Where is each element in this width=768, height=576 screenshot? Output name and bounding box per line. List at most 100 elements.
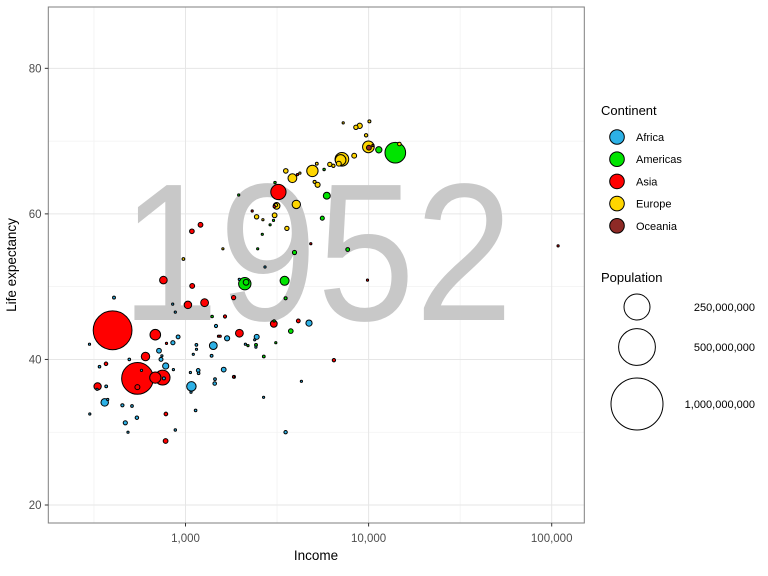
plot-panel-background — [48, 7, 585, 523]
y-tick-label: 80 — [29, 63, 42, 75]
data-point-eritrea — [95, 387, 99, 391]
data-point-hong-kong-china — [272, 204, 276, 209]
data-point-korea-rep- — [183, 300, 193, 310]
data-point-djibouti — [262, 395, 266, 399]
data-point-portugal — [271, 212, 278, 219]
data-point-finland — [331, 163, 336, 168]
data-point-uganda — [158, 356, 164, 362]
data-point-iraq — [295, 318, 301, 324]
data-point-congo-rep- — [243, 342, 247, 346]
data-point-mauritania — [160, 354, 164, 358]
data-point-korea-dem-rep- — [189, 282, 196, 289]
data-point-namibia — [254, 345, 258, 349]
data-point-switzerland — [397, 141, 402, 147]
plot-panel-border — [47, 6, 585, 524]
data-point-jamaica — [268, 223, 272, 227]
data-point-guinea — [130, 404, 134, 408]
data-point-poland — [291, 199, 301, 210]
x-tick-label: 1,000 — [171, 533, 200, 545]
data-points — [87, 119, 560, 444]
data-point-benin — [188, 370, 192, 375]
continent-legend: Africa Americas Asia Europe Oceania — [609, 129, 682, 234]
data-point-taiwan — [197, 221, 204, 228]
data-point-puerto-rico — [273, 180, 277, 185]
data-point-peru — [287, 328, 294, 334]
data-point-bolivia — [261, 354, 266, 359]
axes: 1,000 10,000 100,000 20 40 60 80 — [29, 63, 573, 545]
legend-key-oceania — [609, 218, 625, 234]
data-point-togo — [171, 368, 175, 372]
legend-label-americas: Americas — [636, 154, 682, 166]
data-point-costa-rica — [260, 232, 264, 236]
data-point-belgium — [351, 152, 358, 159]
data-point-gabon — [299, 379, 303, 383]
data-point-syria — [222, 314, 228, 319]
data-point-serbia — [284, 225, 290, 232]
data-point-tunisia — [213, 323, 219, 329]
data-point-ecuador — [283, 296, 288, 301]
data-point-egypt — [208, 341, 218, 350]
data-point-japan — [270, 183, 287, 201]
data-point-mozambique — [122, 420, 128, 426]
data-point-zimbabwe — [112, 295, 116, 300]
y-tick-label: 40 — [29, 354, 42, 366]
data-point-niger — [161, 376, 166, 381]
data-point-afghanistan — [162, 438, 169, 444]
legend-size-label-500000000: 500,000,000 — [694, 342, 755, 354]
data-point-denmark — [363, 133, 369, 138]
data-point-tanzania — [156, 347, 162, 354]
data-point-sao-tome-and-principe — [173, 310, 177, 314]
data-point-slovak-republic — [312, 179, 317, 184]
legend-label-africa: Africa — [636, 132, 665, 144]
data-point-burkina-faso — [134, 415, 140, 420]
data-point-libya — [253, 338, 257, 342]
y-tick-label: 20 — [29, 500, 42, 512]
data-point-jordan — [218, 334, 222, 338]
data-point-paraguay — [237, 193, 241, 197]
legend-label-asia: Asia — [636, 176, 658, 188]
data-point-rwanda — [127, 357, 132, 362]
data-point-algeria — [253, 333, 260, 340]
legend-key-asia — [609, 173, 625, 190]
data-point-zambia — [194, 343, 199, 347]
data-point-nicaragua — [274, 341, 278, 345]
continent-legend-title: Continent — [601, 103, 657, 118]
data-point-malaysia — [230, 294, 237, 301]
data-point-cambodia — [103, 361, 109, 367]
data-point-united-states — [384, 141, 407, 164]
legend-key-africa — [609, 129, 625, 145]
data-point-nepal — [134, 384, 141, 391]
x-tick-label: 100,000 — [531, 533, 573, 545]
year-watermark: 1952 — [121, 143, 513, 362]
data-point-guinea-bissau — [88, 412, 92, 416]
data-point-pakistan — [149, 328, 162, 341]
data-point-australia — [365, 144, 372, 151]
data-point-montenegro — [261, 218, 265, 222]
data-point-sri-lanka — [189, 228, 195, 235]
data-point-iceland — [341, 121, 345, 125]
data-point-kuwait — [556, 244, 560, 248]
data-point-oman — [231, 375, 236, 379]
data-point-somalia — [193, 408, 198, 413]
data-point-swaziland — [194, 347, 199, 351]
data-point-china — [92, 310, 133, 351]
data-point-senegal — [213, 377, 217, 381]
data-point-uruguay — [322, 167, 326, 172]
data-point-sudan — [220, 366, 227, 373]
data-point-botswana — [171, 302, 175, 306]
data-point-comoros — [191, 352, 195, 356]
legend-key-europe — [609, 195, 625, 212]
data-point-saudi-arabia — [331, 358, 337, 363]
data-point-bahrain — [365, 278, 370, 282]
data-point-central-african-republic — [189, 390, 193, 394]
grid-lines — [48, 7, 585, 523]
data-point-israel — [295, 173, 299, 177]
data-point-norway — [367, 119, 372, 124]
population-legend: 250,000,000 500,000,000 1,000,000,000 — [610, 293, 755, 431]
data-point-yemen-rep- — [163, 411, 169, 417]
x-axis-title: Income — [294, 548, 338, 563]
data-point-new-zealand — [371, 143, 375, 148]
data-point-equatorial-guinea — [106, 397, 110, 402]
